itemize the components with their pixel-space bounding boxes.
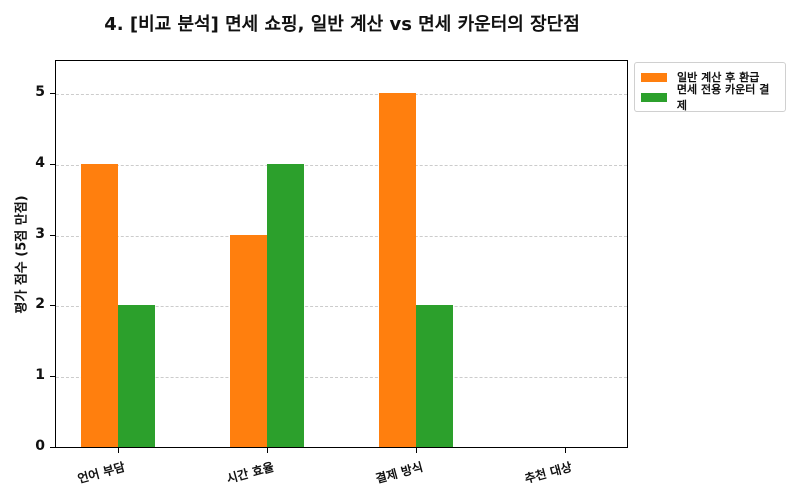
y-tick <box>50 376 55 378</box>
legend-swatch-green <box>641 92 667 102</box>
x-tick-label: 언어 부담 <box>75 459 127 486</box>
x-tick <box>118 448 119 453</box>
bar-general-refund <box>379 93 416 447</box>
gridline <box>56 306 627 308</box>
legend-swatch-orange <box>641 72 667 82</box>
y-tick <box>50 305 55 307</box>
chart-title: 4. [비교 분석] 면세 쇼핑, 일반 계산 vs 면세 카운터의 장단점 <box>104 14 580 35</box>
y-tick-label: 5 <box>35 84 45 100</box>
y-tick-label: 2 <box>35 296 45 313</box>
x-tick-label: 시간 효율 <box>224 459 276 486</box>
bar-dutyfree-counter <box>118 305 155 447</box>
y-tick-label: 3 <box>35 225 45 242</box>
legend: 일반 계산 후 환급 면세 전용 카운터 결제 <box>634 62 786 112</box>
x-tick-label: 결제 방식 <box>373 459 425 486</box>
y-tick <box>50 163 55 165</box>
x-tick-label: 추천 대상 <box>522 459 574 486</box>
gridline <box>56 164 627 166</box>
x-tick <box>565 448 566 453</box>
y-tick-label: 0 <box>35 438 45 454</box>
legend-item-dutyfree-counter: 면세 전용 카운터 결제 <box>641 83 779 112</box>
y-tick <box>50 93 55 94</box>
bar-general-refund <box>230 234 267 447</box>
y-tick-label: 1 <box>35 367 45 384</box>
gridline <box>56 94 627 95</box>
legend-label: 면세 전용 카운터 결제 <box>676 83 770 112</box>
gridline <box>56 377 627 379</box>
bar-dutyfree-counter <box>416 305 453 447</box>
x-tick <box>416 448 417 453</box>
gridline <box>56 235 627 237</box>
x-tick <box>267 448 268 453</box>
y-tick-label: 4 <box>35 154 45 171</box>
bar-general-refund <box>81 163 118 447</box>
legend-item-general-refund: 일반 계산 후 환급 <box>641 67 779 87</box>
y-tick <box>50 447 55 448</box>
bar-dutyfree-counter <box>267 163 304 447</box>
plot-area <box>55 60 628 448</box>
legend-label: 일반 계산 후 환급 <box>677 71 760 84</box>
y-tick <box>50 234 55 236</box>
